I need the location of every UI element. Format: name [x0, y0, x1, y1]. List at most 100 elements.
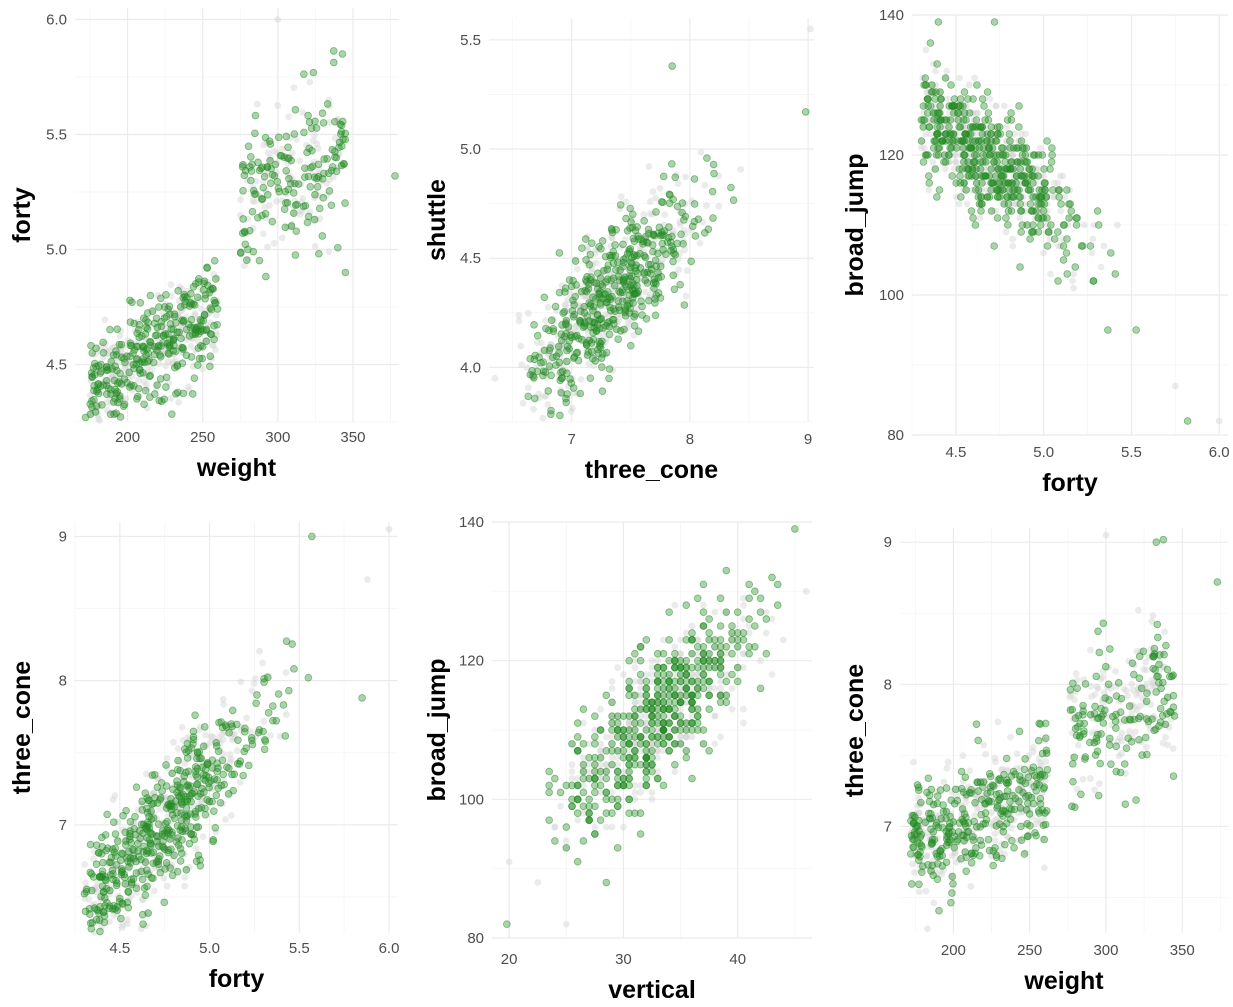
- data-point-highlight: [959, 831, 968, 840]
- data-point-highlight: [156, 351, 164, 359]
- data-point-highlight: [733, 677, 742, 686]
- data-point-highlight: [173, 328, 182, 337]
- data-point-background: [922, 887, 930, 895]
- data-point-highlight: [90, 371, 99, 379]
- data-point-background: [180, 334, 188, 342]
- data-point-highlight: [979, 144, 988, 152]
- data-point-highlight: [1008, 179, 1016, 187]
- data-point-highlight: [613, 802, 622, 811]
- data-point-highlight: [284, 185, 293, 194]
- data-point-highlight: [182, 812, 191, 821]
- data-point-background: [262, 187, 270, 195]
- data-point-background: [986, 95, 994, 103]
- data-point-highlight: [281, 732, 290, 740]
- data-point-highlight: [319, 194, 328, 202]
- data-point-background: [183, 329, 191, 336]
- data-point-highlight: [688, 636, 696, 644]
- data-point-highlight: [119, 811, 127, 820]
- data-point-highlight: [923, 109, 932, 117]
- data-point-highlight: [579, 705, 588, 713]
- data-point-highlight: [619, 712, 628, 720]
- data-point-highlight: [132, 360, 141, 368]
- data-point-highlight: [303, 148, 311, 157]
- data-point-background: [1070, 284, 1077, 292]
- data-point-highlight: [691, 232, 700, 240]
- data-point-background: [97, 342, 105, 350]
- data-point-highlight: [146, 291, 155, 300]
- data-point-highlight: [191, 810, 199, 818]
- data-point-background: [802, 587, 810, 595]
- data-point-background: [111, 343, 119, 351]
- data-point-highlight: [102, 884, 111, 893]
- data-point-highlight: [671, 760, 679, 769]
- data-point-background: [282, 711, 290, 718]
- data-point-highlight: [999, 144, 1007, 152]
- data-point-highlight: [1039, 784, 1048, 793]
- x-tick-label: 6.0: [1209, 444, 1230, 461]
- data-point-highlight: [641, 253, 650, 262]
- data-point-highlight: [189, 740, 197, 748]
- data-point-background: [943, 764, 951, 772]
- data-point-background: [963, 200, 971, 208]
- data-point-highlight: [1042, 193, 1051, 201]
- data-point-background: [661, 211, 669, 219]
- data-point-highlight: [671, 677, 679, 686]
- data-point-highlight: [1002, 778, 1011, 787]
- data-point-highlight: [591, 760, 599, 769]
- data-point-background: [659, 256, 667, 264]
- data-point-highlight: [1016, 193, 1025, 201]
- data-point-highlight: [668, 62, 676, 70]
- data-point-background: [213, 311, 220, 319]
- data-point-highlight: [341, 199, 349, 207]
- data-point-background: [1072, 670, 1080, 678]
- data-point-highlight: [722, 642, 731, 651]
- data-point-background: [102, 345, 109, 353]
- data-point-background: [926, 130, 934, 138]
- data-point-highlight: [693, 712, 702, 720]
- data-point-highlight: [1213, 578, 1222, 586]
- data-point-highlight: [976, 836, 985, 845]
- data-point-background: [259, 659, 267, 667]
- data-point-highlight: [619, 240, 627, 249]
- data-point-highlight: [219, 770, 228, 779]
- data-point-highlight: [1017, 137, 1026, 145]
- data-point-background: [274, 149, 281, 157]
- data-point-highlight: [642, 746, 651, 755]
- data-point-highlight: [174, 841, 183, 849]
- data-point-highlight: [1148, 715, 1156, 723]
- data-point-highlight: [563, 357, 571, 366]
- data-point-highlight: [936, 102, 944, 110]
- data-point-highlight: [210, 256, 219, 265]
- data-point-highlight: [640, 269, 649, 278]
- data-point-highlight: [708, 187, 717, 196]
- data-point-highlight: [539, 358, 548, 366]
- data-point-highlight: [568, 781, 576, 790]
- data-point-background: [966, 767, 974, 775]
- data-point-highlight: [943, 832, 951, 841]
- data-point-background: [135, 376, 143, 384]
- data-point-highlight: [705, 691, 713, 700]
- data-point-highlight: [240, 171, 249, 180]
- data-point-highlight: [194, 278, 203, 286]
- data-point-highlight: [106, 325, 114, 334]
- data-point-highlight: [1169, 772, 1178, 780]
- data-point-highlight: [150, 319, 159, 328]
- data-point-highlight: [95, 916, 104, 925]
- data-point-highlight: [1066, 200, 1075, 208]
- data-point-highlight: [1112, 742, 1121, 751]
- data-point-highlight: [1004, 221, 1012, 229]
- data-point-background: [1069, 277, 1077, 285]
- data-point-background: [699, 218, 707, 226]
- data-point-background: [548, 365, 556, 373]
- data-point-background: [210, 270, 218, 278]
- data-point-highlight: [1101, 694, 1109, 702]
- data-point-highlight: [722, 677, 731, 686]
- data-point-highlight: [228, 770, 236, 779]
- data-point-background: [1088, 249, 1096, 257]
- data-point-highlight: [1068, 760, 1077, 768]
- data-point-highlight: [949, 879, 957, 888]
- data-point-highlight: [123, 352, 131, 361]
- data-point-background: [208, 355, 215, 362]
- data-point-highlight: [608, 809, 616, 817]
